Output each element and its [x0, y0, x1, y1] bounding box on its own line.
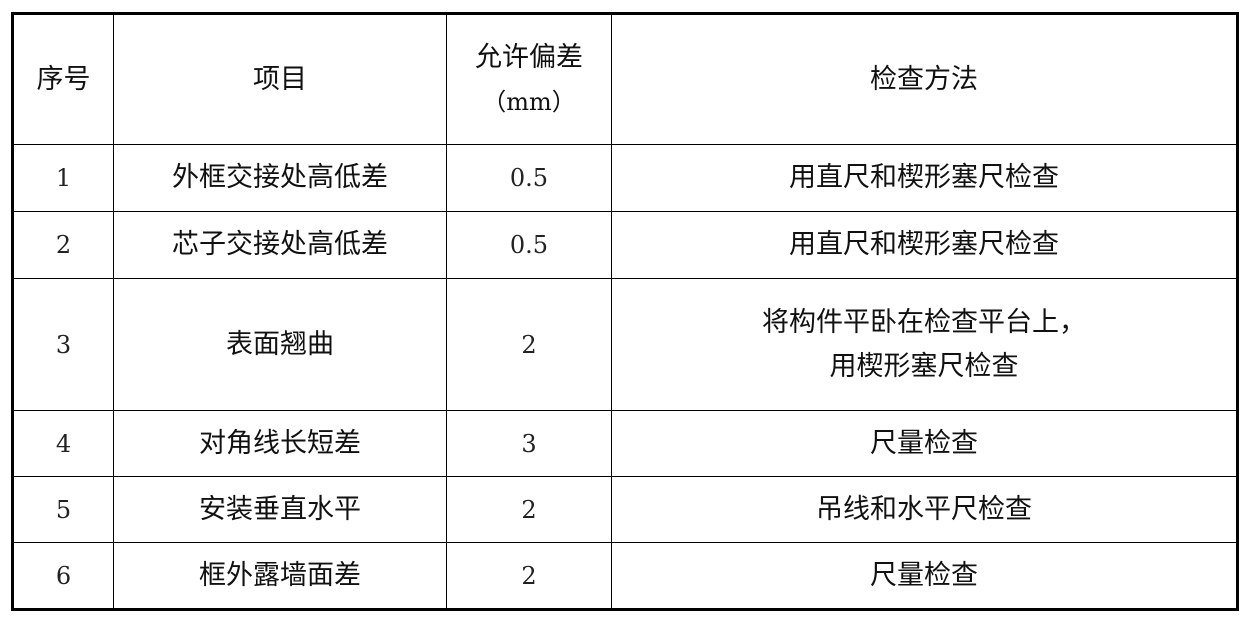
row-number: 2 — [12, 211, 114, 279]
header-item: 项目 — [113, 13, 447, 145]
table-row: 5 安装垂直水平 2 吊线和水平尺检查 — [12, 476, 1238, 543]
method-line: 用直尺和楔形塞尺检查 — [789, 162, 1059, 193]
row-item: 芯子交接处高低差 — [113, 211, 447, 279]
row-item: 外框交接处高低差 — [113, 144, 447, 212]
method-line: 将构件平卧在检查平台上， — [762, 306, 1086, 338]
header-method: 检查方法 — [611, 13, 1238, 145]
row-tolerance: 2 — [446, 278, 612, 411]
table-row: 2 芯子交接处高低差 0.5 用直尺和楔形塞尺检查 — [12, 211, 1238, 279]
header-tolerance: 允许偏差 （mm） — [446, 13, 612, 145]
header-tolerance-unit: （mm） — [482, 87, 576, 116]
row-item: 对角线长短差 — [113, 410, 447, 477]
row-number: 5 — [12, 476, 114, 543]
row-method: 将构件平卧在检查平台上， 用楔形塞尺检查 — [611, 278, 1238, 411]
row-method: 用直尺和楔形塞尺检查 — [611, 144, 1238, 212]
row-method: 尺量检查 — [611, 542, 1238, 610]
row-tolerance: 3 — [446, 410, 612, 477]
table-row: 3 表面翘曲 2 将构件平卧在检查平台上， 用楔形塞尺检查 — [12, 278, 1238, 411]
row-method: 吊线和水平尺检查 — [611, 476, 1238, 543]
row-item: 框外露墙面差 — [113, 542, 447, 610]
table-row: 4 对角线长短差 3 尺量检查 — [12, 410, 1238, 477]
header-number: 序号 — [12, 13, 114, 145]
table-row: 1 外框交接处高低差 0.5 用直尺和楔形塞尺检查 — [12, 144, 1238, 212]
row-tolerance: 2 — [446, 542, 612, 610]
table-header-row: 序号 项目 允许偏差 （mm） 检查方法 — [12, 13, 1238, 145]
row-number: 3 — [12, 278, 114, 411]
header-tolerance-label: 允许偏差 — [475, 41, 583, 73]
method-line: 吊线和水平尺检查 — [816, 493, 1032, 525]
method-line: 尺量检查 — [870, 559, 978, 591]
row-number: 1 — [12, 144, 114, 212]
row-method: 尺量检查 — [611, 410, 1238, 477]
table-row: 6 框外露墙面差 2 尺量检查 — [12, 542, 1238, 610]
row-method: 用直尺和楔形塞尺检查 — [611, 211, 1238, 279]
row-number: 6 — [12, 542, 114, 610]
method-line: 用楔形塞尺检查 — [829, 350, 1019, 382]
row-item: 安装垂直水平 — [113, 476, 447, 543]
row-number: 4 — [12, 410, 114, 477]
row-item: 表面翘曲 — [113, 278, 447, 411]
row-tolerance: 2 — [446, 476, 612, 543]
method-line: 用直尺和楔形塞尺检查 — [789, 229, 1059, 260]
row-tolerance: 0.5 — [446, 211, 612, 279]
tolerance-table: 序号 项目 允许偏差 （mm） 检查方法 1 外框交接处高低差 0.5 用直尺和楔形塞… — [11, 12, 1239, 611]
method-line: 尺量检查 — [870, 427, 978, 459]
row-tolerance: 0.5 — [446, 144, 612, 212]
